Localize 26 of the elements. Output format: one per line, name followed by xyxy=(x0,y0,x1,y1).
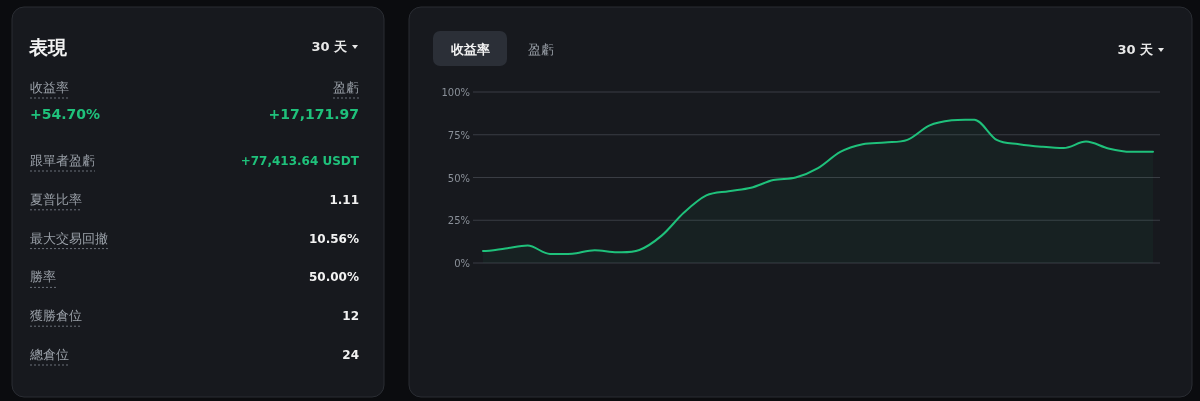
annotation: 30 天 xyxy=(1117,42,1153,57)
annotation: +77,413.64 USDT xyxy=(240,154,359,168)
annotation: 收益率 xyxy=(30,80,69,95)
tick-label: 100% xyxy=(441,87,470,98)
title: 表現 xyxy=(29,36,67,58)
annotation: 收益率 xyxy=(450,42,490,57)
tick-label: 75% xyxy=(447,129,470,141)
annotation: 1.11 xyxy=(329,192,359,207)
tick-label: 25% xyxy=(447,215,470,227)
annotation: 勝率 xyxy=(30,269,56,285)
annotation: 盈虧 xyxy=(333,80,359,95)
annotation: 10.56% xyxy=(309,231,359,246)
annotation: 12 xyxy=(342,309,359,324)
annotation: 夏普比率 xyxy=(30,191,82,207)
annotation: 24 xyxy=(342,348,359,362)
annotation: +17,171.97 xyxy=(268,106,359,122)
tick-label: 50% xyxy=(447,172,470,184)
annotation: 50.00% xyxy=(309,270,359,285)
annotation: 總倉位 xyxy=(30,347,69,362)
annotation: 盈虧 xyxy=(528,42,554,57)
tick-label: 0% xyxy=(454,258,470,269)
annotation: 跟單者盈虧 xyxy=(30,153,95,168)
annotation: 最大交易回撤 xyxy=(30,230,108,246)
annotation: 獲勝倉位 xyxy=(30,308,82,324)
annotation: +54.70% xyxy=(30,106,101,122)
annotation: 30 天 xyxy=(311,39,347,54)
